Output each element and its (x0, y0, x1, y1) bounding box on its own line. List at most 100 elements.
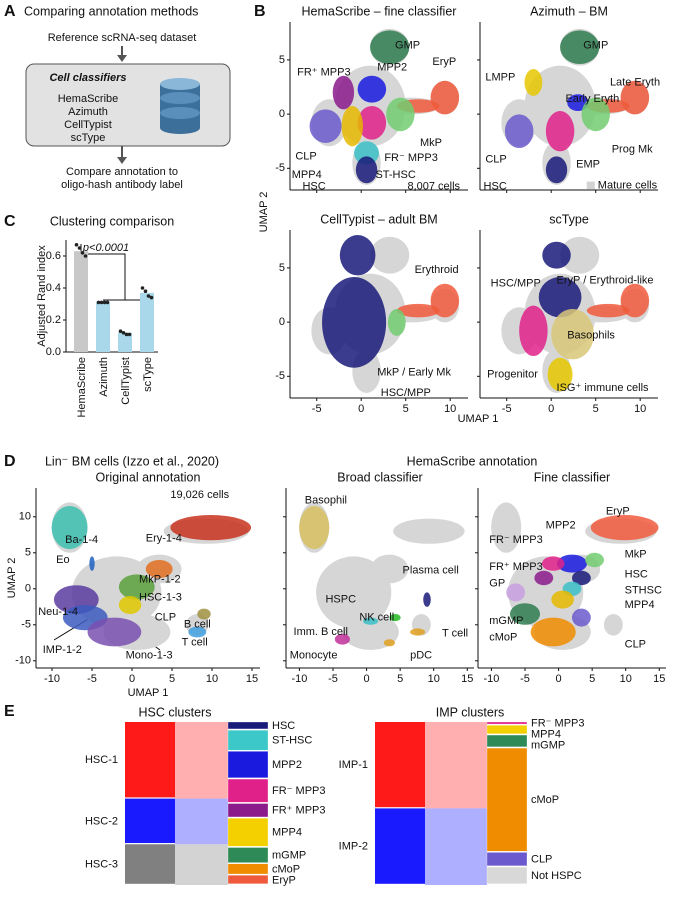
target-label: MPP4 (272, 827, 302, 839)
target-label: CLP (531, 854, 552, 866)
y-tick-label: 0.2 (46, 314, 61, 326)
source-node (375, 808, 425, 884)
x-tick-label: 10 (620, 673, 632, 685)
target-node (227, 803, 269, 818)
x-tick-label: -5 (520, 673, 530, 685)
target-node (227, 730, 269, 751)
replicate-point (118, 329, 123, 334)
cluster-label: T cell (442, 628, 468, 640)
y-tick-label: 0 (279, 108, 285, 120)
cluster-label: ISG⁺ immune cells (557, 382, 649, 394)
x-tick-label: CellTypist (120, 357, 132, 405)
x-tick-label: 10 (428, 673, 440, 685)
classifier: HemaScribe (58, 93, 119, 105)
plot-title: HemaScribe – fine classifier (302, 4, 457, 18)
cluster-label: CLP (625, 639, 646, 651)
replicate-point (74, 243, 79, 247)
replicate-point (99, 300, 104, 305)
cluster-label: Plasma cell (403, 565, 459, 577)
y-tick-label: -10 (15, 655, 31, 667)
cell-cluster (341, 106, 363, 147)
y-tick-label: 5 (279, 262, 285, 274)
cluster-label: Basophil (305, 495, 347, 507)
cell-cloud (524, 65, 596, 147)
cell-cluster (332, 75, 355, 110)
x-tick-label: 5 (403, 403, 409, 415)
cluster-label: MkP (420, 137, 442, 149)
cluster-label: GMP (583, 39, 608, 51)
cluster-label: MPP2 (377, 61, 407, 73)
source-label: HSC-3 (85, 859, 118, 871)
x-tick-label: 10 (634, 403, 646, 415)
cell-cloud (370, 554, 409, 584)
cluster-label: Erythroid (415, 264, 459, 276)
y-axis-label: Adjusted Rand index (36, 245, 48, 347)
replicate-point (105, 300, 110, 305)
x-tick-label: 5 (593, 403, 599, 415)
target-label: Not HSPC (531, 870, 582, 882)
cell-cluster (363, 617, 379, 625)
x-tick-label: 5 (589, 673, 595, 685)
cluster-label: mGMP (489, 615, 523, 627)
cell-cluster (354, 141, 380, 165)
source-node (375, 722, 425, 808)
cluster-label: ST-HSC (375, 169, 415, 181)
cluster-label: MkP (625, 549, 647, 561)
classifier: Azimuth (68, 106, 108, 118)
cell-cluster (145, 560, 173, 578)
target-node (227, 778, 269, 803)
panel-letter: E (4, 703, 15, 720)
cluster-label: T cell (182, 637, 208, 649)
x-axis-label: UMAP 1 (128, 687, 169, 699)
cluster-label: MkP / Early Mk (377, 367, 451, 379)
target-node (486, 852, 528, 867)
target-node (227, 875, 269, 884)
replicate-point (127, 332, 132, 337)
cluster-label: MPP4 (292, 169, 322, 181)
x-tick-label: 5 (169, 673, 175, 685)
classifier: scType (71, 132, 106, 144)
cluster-label: STHSC (625, 585, 662, 597)
y-tick-label: 10 (19, 511, 31, 523)
y-tick-label: -5 (275, 162, 285, 174)
cell-cluster (170, 515, 252, 541)
target-label: MPP4 (531, 729, 561, 741)
bar (118, 332, 132, 352)
target-node (227, 721, 269, 730)
cluster-label: cMoP (489, 631, 517, 643)
replicate-point (121, 331, 126, 335)
cell-cluster (118, 574, 155, 600)
x-tick-label: 10 (206, 673, 218, 685)
cell-cluster (504, 114, 534, 148)
cell-cluster (509, 603, 541, 625)
cell-cluster (524, 69, 543, 96)
cell-cluster (556, 554, 588, 573)
x-axis-label: UMAP 1 (458, 413, 499, 425)
cell-cluster (396, 303, 440, 318)
arrow-head (117, 157, 127, 164)
cluster-label: Basophils (567, 330, 615, 342)
flow-band (425, 722, 487, 809)
target-label: FR⁺ MPP3 (272, 805, 325, 817)
cell-cluster (545, 156, 568, 184)
chart-title: IMP clusters (436, 705, 505, 719)
cluster-label: FR⁺ MPP3 (297, 66, 350, 78)
cluster-label: CLP (485, 154, 506, 166)
cluster-label: IMP-1-2 (43, 644, 82, 656)
cluster-label: HSPC (325, 594, 356, 606)
replicate-point (146, 294, 151, 298)
cell-cluster (197, 608, 211, 620)
cell-cluster (572, 608, 591, 627)
cluster-label: HSC (625, 568, 648, 580)
cell-cluster (383, 639, 396, 647)
cell-cluster (309, 109, 342, 143)
y-tick-label: 0.6 (46, 250, 61, 262)
cell-cluster (590, 515, 659, 541)
cluster-label: GMP (395, 39, 420, 51)
y-tick-label: 5 (279, 54, 285, 66)
cluster-label: Neu-1-4 (38, 606, 78, 618)
target-label: cMoP (531, 794, 559, 806)
cell-cluster (551, 308, 594, 360)
